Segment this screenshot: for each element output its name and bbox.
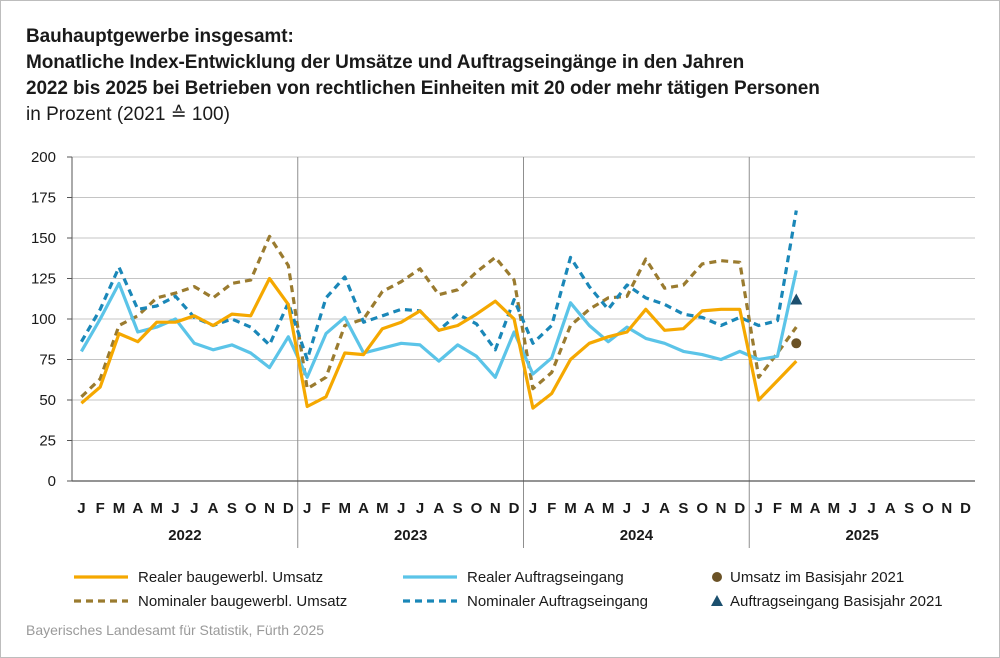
y-tick-label-125: 125 — [31, 271, 56, 288]
x-tick-label-6: J — [190, 500, 198, 517]
year-label-2024: 2024 — [620, 527, 654, 544]
x-tick-label-45: O — [922, 500, 934, 517]
x-tick-label-18: J — [416, 500, 424, 517]
x-tick-label-36: J — [754, 500, 762, 517]
x-tick-label-17: J — [397, 500, 405, 517]
x-tick-label-4: M — [150, 500, 163, 517]
chart-title-line-3: 2022 bis 2025 bei Betrieben von rechtlic… — [26, 78, 820, 99]
y-tick-label-150: 150 — [31, 230, 56, 247]
legend-label-1: Realer Auftragseingang — [467, 569, 624, 586]
x-tick-label-42: J — [867, 500, 875, 517]
x-tick-label-32: S — [678, 500, 688, 517]
x-tick-label-30: J — [642, 500, 650, 517]
x-tick-label-41: J — [849, 500, 857, 517]
chart-title-line-2: Monatliche Index-Entwicklung der Umsätze… — [26, 52, 745, 73]
x-tick-label-9: O — [245, 500, 257, 517]
x-tick-label-28: M — [602, 500, 615, 517]
source-note: Bayerisches Landesamt für Statistik, Für… — [26, 622, 325, 638]
legend-label-5: Auftragseingang Basisjahr 2021 — [730, 593, 943, 610]
legend-swatch-5 — [711, 595, 723, 606]
legend-label-2: Umsatz im Basisjahr 2021 — [730, 569, 904, 586]
x-tick-label-14: M — [339, 500, 352, 517]
x-tick-label-7: A — [208, 500, 219, 517]
x-tick-label-31: A — [659, 500, 670, 517]
x-tick-label-39: A — [810, 500, 821, 517]
x-tick-label-11: D — [283, 500, 294, 517]
x-tick-label-23: D — [509, 500, 520, 517]
legend: Realer baugewerbl. Umsatz Realer Auftrags… — [74, 569, 943, 610]
year-label-2022: 2022 — [168, 527, 201, 544]
x-tick-label-25: F — [547, 500, 556, 517]
year-label-2023: 2023 — [394, 527, 427, 544]
x-tick-label-38: M — [790, 500, 803, 517]
x-tick-label-33: O — [696, 500, 708, 517]
x-tick-label-8: S — [227, 500, 237, 517]
y-tick-label-175: 175 — [31, 190, 56, 207]
legend-label-0: Realer baugewerbl. Umsatz — [138, 569, 323, 586]
x-tick-label-20: S — [453, 500, 463, 517]
x-tick-label-43: A — [885, 500, 896, 517]
x-tick-label-24: J — [529, 500, 537, 517]
x-tick-label-44: S — [904, 500, 914, 517]
marker-basisjahr-umsatz — [791, 338, 802, 349]
x-tick-label-34: N — [716, 500, 727, 517]
x-tick-label-19: A — [433, 500, 444, 517]
series-line-0 — [80, 276, 798, 410]
x-tick-label-46: N — [941, 500, 952, 517]
x-tick-label-16: M — [376, 500, 389, 517]
legend-label-4: Nominaler Auftragseingang — [467, 593, 648, 610]
y-tick-label-0: 0 — [48, 473, 56, 490]
x-tick-label-29: J — [623, 500, 631, 517]
year-label-2025: 2025 — [845, 527, 878, 544]
y-tick-label-200: 200 — [31, 149, 56, 166]
x-tick-label-21: O — [471, 500, 483, 517]
legend-swatch-2 — [712, 572, 722, 582]
series-line-1 — [80, 270, 798, 379]
x-tick-label-0: J — [77, 500, 85, 517]
x-tick-label-3: A — [132, 500, 143, 517]
x-tick-label-15: A — [358, 500, 369, 517]
series-layer — [80, 210, 803, 410]
x-tick-label-40: M — [828, 500, 841, 517]
x-tick-label-10: N — [264, 500, 275, 517]
legend-label-3: Nominaler baugewerbl. Umsatz — [138, 593, 347, 610]
y-tick-label-75: 75 — [39, 352, 56, 369]
y-tick-label-25: 25 — [39, 433, 56, 450]
y-tick-label-100: 100 — [31, 311, 56, 328]
chart-subtitle: in Prozent (2021 ≙ 100) — [26, 104, 230, 125]
x-tick-label-13: F — [321, 500, 330, 517]
x-tick-label-2: M — [113, 500, 126, 517]
x-tick-label-27: A — [584, 500, 595, 517]
x-tick-label-12: J — [303, 500, 311, 517]
chart-title-line-1: Bauhauptgewerbe insgesamt: — [26, 26, 294, 47]
x-tick-label-35: D — [734, 500, 745, 517]
y-tick-label-50: 50 — [39, 392, 56, 409]
series-line-2 — [80, 234, 798, 398]
x-tick-label-5: J — [171, 500, 179, 517]
x-tick-label-26: M — [564, 500, 577, 517]
x-tick-label-37: F — [773, 500, 782, 517]
marker-basisjahr-auftrag — [790, 293, 803, 305]
chart-title-block: Bauhauptgewerbe insgesamt: Monatliche In… — [26, 24, 820, 128]
x-tick-label-22: N — [490, 500, 501, 517]
x-tick-label-47: D — [960, 500, 971, 517]
x-tick-label-1: F — [96, 500, 105, 517]
